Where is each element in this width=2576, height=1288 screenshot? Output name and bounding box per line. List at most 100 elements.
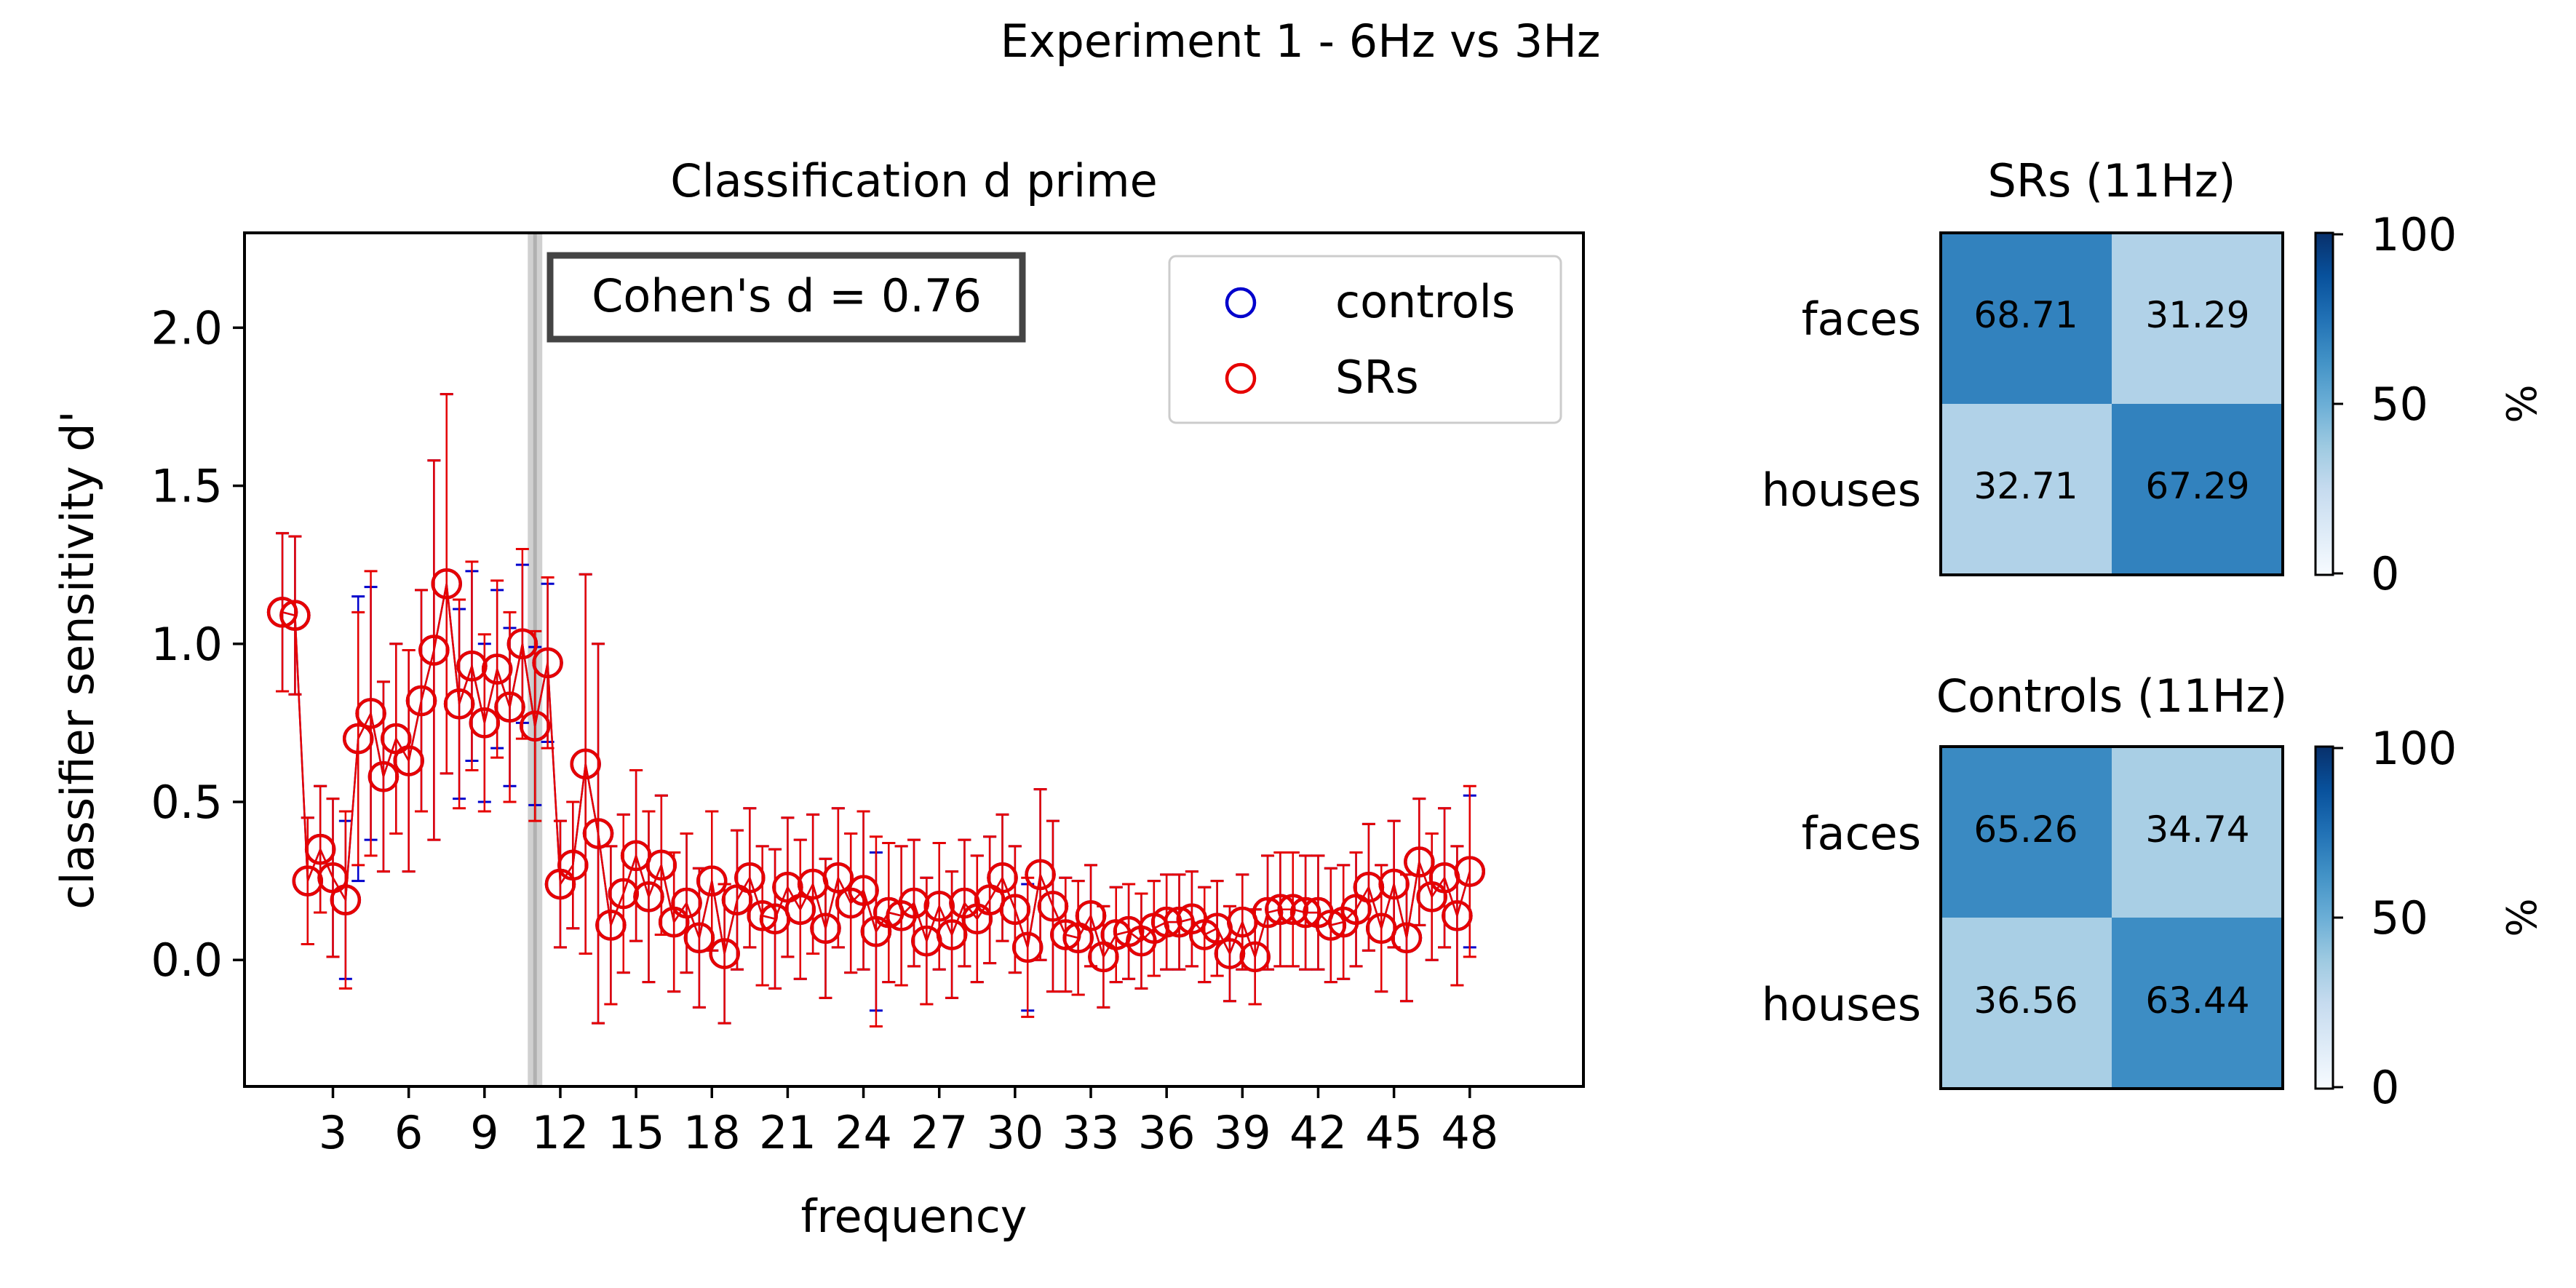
colorbar-tick-label: 0 [2371, 547, 2399, 600]
data-point [519, 710, 551, 742]
heatmap-frame [1939, 231, 2284, 576]
cell-value: 67.29 [2145, 465, 2249, 507]
cell-value: 63.44 [2145, 979, 2249, 1022]
row-label-faces: faces [1802, 807, 1921, 860]
data-point [898, 887, 930, 919]
data-point [734, 862, 766, 894]
cell-value: 68.71 [1973, 294, 2078, 336]
y-tick-label: 0.5 [151, 776, 223, 829]
data-point [405, 685, 437, 717]
data-point [1050, 919, 1081, 950]
cell-value: 34.74 [2145, 808, 2249, 851]
colorbar-tick-label: 0 [2371, 1061, 2399, 1114]
data-point [987, 862, 1018, 894]
x-tick-label: 6 [394, 1106, 423, 1159]
data-point [1252, 897, 1284, 929]
axis-ticks: 3 6 9 12 15 18 21 24 27 30 33 36 39 42 45 480.00.51.01.… [151, 301, 1498, 1159]
colorbar-gradient [2314, 745, 2334, 1090]
data-point [683, 922, 715, 954]
data-point [608, 878, 640, 910]
colorbar-label: % [2499, 898, 2546, 937]
data-point [645, 849, 677, 881]
colorbar-tick-label: 50 [2371, 891, 2428, 945]
legend-marker-controls [1225, 287, 1257, 319]
controls-confusion-matrix: Controls (11Hz) 65.26 34.74 36.56 63.44 … [1762, 669, 2546, 1114]
data-point [936, 919, 968, 950]
data-point [279, 600, 311, 631]
data-point [456, 650, 488, 682]
data-point [304, 833, 336, 865]
series-SRs [266, 393, 1486, 1027]
data-point [481, 653, 513, 685]
plot-frame [243, 231, 1585, 1088]
data-point [1037, 891, 1069, 922]
data-point [1239, 941, 1271, 973]
colorbar-tick-label: 100 [2371, 208, 2457, 261]
legend: controls SRs [1168, 255, 1562, 424]
annotation-box [546, 252, 1026, 343]
data-point [469, 707, 501, 739]
data-point [923, 891, 955, 922]
x-tick-label: 36 [1138, 1106, 1196, 1159]
data-point [418, 635, 450, 666]
x-tick-label: 33 [1062, 1106, 1120, 1159]
x-tick-label: 24 [835, 1106, 892, 1159]
colorbar-tick-label: 100 [2371, 722, 2457, 775]
data-point [557, 849, 589, 881]
row-label-houses: houses [1762, 978, 1921, 1031]
y-tick-label: 1.0 [151, 618, 223, 671]
colorbar-label: % [2499, 384, 2546, 423]
x-tick-label: 45 [1365, 1106, 1423, 1159]
x-tick-label: 21 [759, 1106, 816, 1159]
cell-value: 65.26 [1973, 808, 2078, 851]
data-point [494, 691, 525, 723]
heatmap-cell [1941, 404, 2112, 575]
data-point [1378, 868, 1410, 900]
colorbar-tick-label: 50 [2371, 378, 2428, 431]
data-point [822, 862, 854, 894]
data-point [532, 647, 563, 679]
data-point [709, 938, 740, 969]
cohens-d-annotation: Cohen's d = 0.76 [546, 252, 1026, 343]
series-line [282, 583, 1471, 960]
data-point [330, 884, 362, 915]
x-tick-label: 42 [1289, 1106, 1347, 1159]
colorbar: 100 50 0 % [2314, 722, 2546, 1114]
heatmap-cell [2112, 404, 2283, 575]
heatmap-cell [1941, 747, 2112, 918]
figure-suptitle: Experiment 1 - 6Hz vs 3Hz [1001, 15, 1601, 68]
x-tick-label: 18 [683, 1106, 741, 1159]
legend-label-controls: controls [1335, 275, 1515, 328]
heatmap-cell [2112, 918, 2283, 1089]
chart-title: Classification d prime [670, 154, 1158, 207]
data-point [1442, 900, 1473, 931]
colorbar: 100 50 0 % [2314, 208, 2546, 600]
data-point [784, 894, 816, 925]
heatmap-title: Controls (11Hz) [1936, 669, 2288, 723]
x-tick-label: 27 [910, 1106, 968, 1159]
annotation-text: Cohen's d = 0.76 [592, 269, 982, 322]
y-tick-label: 2.0 [151, 301, 223, 354]
data-point [1454, 856, 1486, 887]
x-tick-label: 3 [319, 1106, 347, 1159]
srs-confusion-matrix: SRs (11Hz) 68.71 31.29 32.71 67.29 faces… [1762, 154, 2546, 600]
cell-value: 36.56 [1973, 979, 2078, 1022]
heatmap-cell [2112, 747, 2283, 918]
x-tick-label: 48 [1441, 1106, 1498, 1159]
data-point [671, 887, 702, 919]
data-layer [266, 393, 1486, 1027]
data-point [1164, 906, 1195, 938]
heatmap-frame [1939, 745, 2284, 1090]
data-point [266, 597, 298, 628]
data-point [595, 910, 627, 941]
heatmap-cell [2112, 233, 2283, 404]
data-point [1025, 859, 1056, 891]
data-point [1214, 938, 1246, 969]
legend-box [1168, 255, 1562, 424]
data-point [582, 818, 614, 849]
data-point [292, 865, 324, 897]
heatmap-title: SRs (11Hz) [1988, 154, 2236, 207]
legend-marker-srs [1225, 362, 1257, 394]
data-point [355, 698, 386, 729]
